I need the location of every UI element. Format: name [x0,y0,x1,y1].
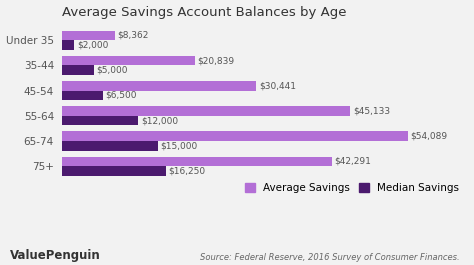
Bar [62,141,157,151]
Bar [62,131,408,141]
Text: $30,441: $30,441 [259,81,296,90]
Bar [62,31,115,40]
Text: $45,133: $45,133 [353,107,390,116]
Text: $15,000: $15,000 [160,141,197,150]
Bar [62,40,74,50]
Text: $6,500: $6,500 [106,91,137,100]
Bar [62,56,195,65]
Bar [62,116,138,125]
Bar [62,81,256,91]
Bar [62,157,332,166]
Bar [62,65,93,75]
Bar [62,166,165,176]
Bar [62,106,350,116]
Text: $16,250: $16,250 [168,166,205,175]
Legend: Average Savings, Median Savings: Average Savings, Median Savings [245,183,459,193]
Text: $54,089: $54,089 [410,132,447,141]
Text: $12,000: $12,000 [141,116,178,125]
Text: Source: Federal Reserve, 2016 Survey of Consumer Finances.: Source: Federal Reserve, 2016 Survey of … [200,253,460,262]
Text: $20,839: $20,839 [198,56,235,65]
Text: $5,000: $5,000 [96,66,128,75]
Text: Average Savings Account Balances by Age: Average Savings Account Balances by Age [62,6,346,19]
Bar [62,91,103,100]
Text: $42,291: $42,291 [335,157,372,166]
Text: $8,362: $8,362 [118,31,149,40]
Text: $2,000: $2,000 [77,41,109,50]
Text: ValuePenguin: ValuePenguin [9,249,100,262]
